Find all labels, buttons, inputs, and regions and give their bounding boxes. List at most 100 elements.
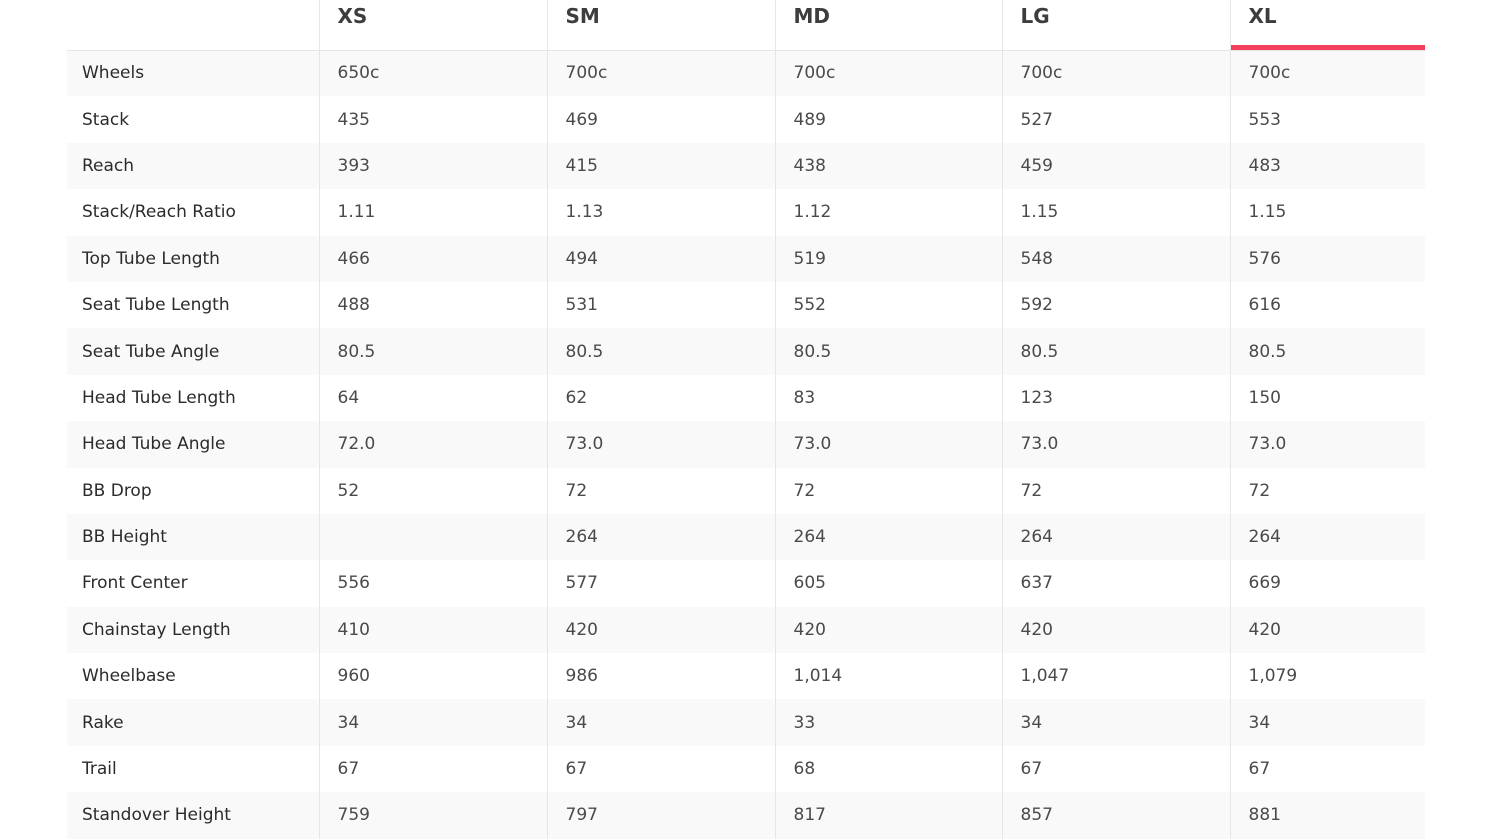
table-row: Trail 67 67 68 67 67	[67, 745, 1425, 793]
cell-xs: 34	[318, 699, 547, 746]
cell-md: 73.0	[774, 421, 1002, 468]
row-label: Trail	[82, 759, 117, 780]
table-row: BB Drop 52 72 72 72 72	[67, 467, 1425, 514]
cell-xs: 759	[318, 792, 547, 839]
cell-xl: 881	[1229, 792, 1425, 839]
table-row: Head Tube Angle 72.0 73.0 73.0 73.0 73.0	[67, 421, 1425, 468]
cell-lg: 123	[1001, 374, 1230, 422]
cell-xl: 669	[1229, 560, 1425, 607]
cell-md: 552	[774, 281, 1002, 329]
cell-lg: 548	[1001, 235, 1230, 282]
cell-xs: 650c	[318, 50, 547, 97]
cell-sm: 494	[546, 235, 775, 282]
cell-xs: 488	[318, 281, 547, 329]
row-label: BB Drop	[82, 480, 152, 501]
cell-sm: 67	[546, 745, 775, 793]
cell-md: 420	[774, 606, 1002, 654]
table-row: BB Height 264 264 264 264	[67, 513, 1425, 561]
cell-xs: 393	[318, 142, 547, 190]
cell-xl: 576	[1229, 235, 1425, 282]
cell-lg: 72	[1001, 467, 1230, 514]
cell-sm: 531	[546, 281, 775, 329]
table-row: Wheels 650c 700c 700c 700c 700c	[67, 50, 1425, 97]
row-label: Stack/Reach Ratio	[82, 202, 236, 223]
cell-xs: 80.5	[318, 328, 547, 375]
cell-xs: 466	[318, 235, 547, 282]
cell-md: 68	[774, 745, 1002, 793]
table-row: Rake 34 34 33 34 34	[67, 699, 1425, 746]
table-row: Head Tube Length 64 62 83 123 150	[67, 374, 1425, 422]
row-label: Head Tube Angle	[67, 421, 319, 468]
cell-sm: 986	[546, 653, 775, 700]
cell-sm: 797	[546, 792, 775, 839]
cell-xl: 72	[1229, 467, 1425, 514]
cell-md: 817	[774, 792, 1002, 839]
cell-md: 80.5	[774, 328, 1002, 375]
cell-lg: 459	[1001, 142, 1230, 190]
table-row: Wheelbase 960 986 1,014 1,047 1,079	[67, 653, 1425, 700]
cell-lg: 592	[1001, 281, 1230, 329]
cell-lg: 34	[1001, 699, 1230, 746]
cell-lg: 73.0	[1001, 421, 1230, 468]
cell-xs: 52	[318, 467, 547, 514]
header-corner	[67, 0, 319, 51]
cell-sm: 420	[546, 606, 775, 654]
cell-lg: 1.15	[1001, 189, 1230, 236]
row-label: Reach	[67, 142, 319, 190]
size-tab-md[interactable]: MD	[774, 0, 1002, 51]
cell-xs: 556	[318, 560, 547, 607]
cell-sm: 80.5	[546, 328, 775, 375]
cell-sm: 577	[546, 560, 775, 607]
row-label: Wheels	[67, 50, 319, 97]
row-label: Top Tube Length	[67, 235, 319, 282]
row-label: Rake	[67, 699, 319, 746]
size-tab-sm[interactable]: SM	[546, 0, 775, 51]
size-tab-lg[interactable]: LG	[1001, 0, 1230, 51]
row-label: Wheelbase	[82, 666, 176, 687]
cell-xl: 700c	[1229, 50, 1425, 97]
cell-md: 1,014	[774, 653, 1002, 700]
table-row: Front Center 556 577 605 637 669	[67, 560, 1425, 607]
row-label: Head Tube Length	[82, 387, 236, 408]
table-row: Stack/Reach Ratio 1.11 1.13 1.12 1.15 1.15	[67, 189, 1425, 236]
row-label: Chainstay Length	[67, 606, 319, 654]
cell-lg: 420	[1001, 606, 1230, 654]
cell-xl: 1.15	[1229, 189, 1425, 236]
cell-sm: 264	[546, 513, 775, 561]
cell-md: 1.12	[774, 189, 1002, 236]
size-header-row: XS SM MD LG XL	[67, 0, 1426, 51]
cell-xs: 435	[318, 96, 547, 143]
cell-xl: 34	[1229, 699, 1425, 746]
cell-lg: 67	[1001, 745, 1230, 793]
cell-sm: 469	[546, 96, 775, 143]
table-row: Standover Height 759 797 817 857 881	[67, 792, 1425, 839]
row-label: Front Center	[82, 573, 188, 594]
cell-lg: 264	[1001, 513, 1230, 561]
row-label: Seat Tube Angle	[67, 328, 319, 375]
cell-xl: 483	[1229, 142, 1425, 190]
cell-xl: 67	[1229, 745, 1425, 793]
cell-md: 83	[774, 374, 1002, 422]
row-label: Seat Tube Length	[82, 295, 230, 316]
row-label: Stack	[82, 109, 130, 130]
size-tab-xs[interactable]: XS	[318, 0, 547, 51]
cell-md: 264	[774, 513, 1002, 561]
cell-xl: 150	[1229, 374, 1425, 422]
table-row: Seat Tube Angle 80.5 80.5 80.5 80.5 80.5	[67, 328, 1425, 375]
row-label: BB Height	[67, 513, 319, 561]
table-row: Chainstay Length 410 420 420 420 420	[67, 606, 1425, 654]
cell-sm: 34	[546, 699, 775, 746]
cell-xl: 420	[1229, 606, 1425, 654]
table-row: Reach 393 415 438 459 483	[67, 142, 1425, 190]
cell-sm: 415	[546, 142, 775, 190]
cell-sm: 73.0	[546, 421, 775, 468]
cell-lg: 700c	[1001, 50, 1230, 97]
cell-xs: 67	[318, 745, 547, 793]
cell-xs: 410	[318, 606, 547, 654]
cell-xs: 1.11	[318, 189, 547, 236]
cell-lg: 527	[1001, 96, 1230, 143]
size-tab-xl[interactable]: XL	[1229, 0, 1426, 51]
table-row: Top Tube Length 466 494 519 548 576	[67, 235, 1425, 282]
cell-xl: 73.0	[1229, 421, 1425, 468]
cell-md: 700c	[774, 50, 1002, 97]
